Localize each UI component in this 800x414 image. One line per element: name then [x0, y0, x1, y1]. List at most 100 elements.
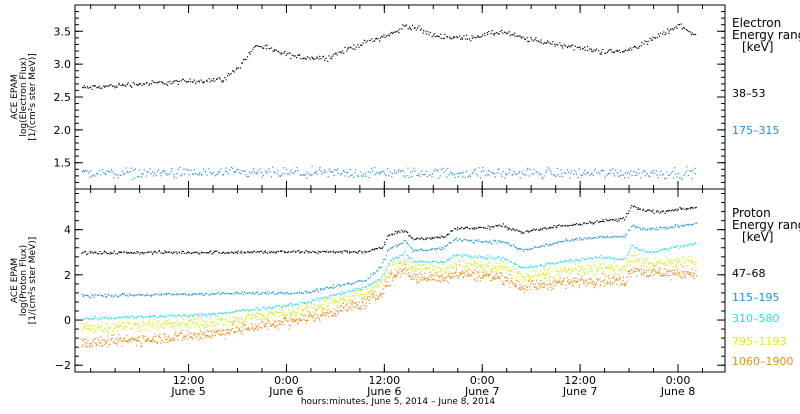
data-point — [346, 303, 348, 305]
data-point — [413, 265, 415, 267]
data-point — [657, 33, 660, 35]
data-point — [611, 51, 613, 53]
data-point — [107, 329, 109, 331]
data-point — [122, 170, 124, 172]
data-point — [212, 325, 215, 327]
data-point — [329, 310, 332, 312]
data-point — [307, 300, 309, 303]
data-point — [410, 236, 412, 239]
data-point — [313, 319, 315, 322]
data-point — [425, 266, 428, 268]
data-point — [465, 271, 467, 273]
data-point — [421, 237, 423, 239]
data-point — [347, 296, 350, 298]
data-point — [177, 322, 179, 324]
data-point — [557, 274, 559, 277]
data-point — [355, 287, 357, 290]
data-point — [406, 258, 408, 261]
data-point — [690, 206, 692, 209]
data-point — [651, 252, 654, 254]
data-point — [344, 284, 346, 286]
data-point — [271, 313, 273, 315]
data-point — [249, 309, 251, 311]
data-point — [192, 321, 194, 323]
data-point — [486, 227, 488, 230]
data-point — [186, 338, 188, 341]
data-point — [262, 47, 264, 49]
data-point — [293, 320, 296, 322]
data-point — [548, 227, 550, 230]
data-point — [508, 31, 510, 33]
data-point — [246, 328, 248, 330]
data-point — [448, 275, 451, 277]
data-point — [411, 248, 413, 250]
data-point — [601, 256, 603, 259]
data-point — [216, 315, 218, 317]
series-310-580-points — [81, 242, 697, 321]
data-point — [244, 170, 246, 172]
data-point — [454, 238, 457, 240]
data-point — [331, 55, 333, 57]
data-point — [542, 245, 544, 247]
data-point — [82, 318, 84, 320]
data-point — [497, 240, 499, 242]
data-point — [516, 275, 518, 278]
data-point — [560, 240, 562, 243]
data-point — [426, 176, 429, 178]
data-point — [455, 237, 458, 239]
data-point — [245, 174, 247, 176]
data-point — [689, 273, 691, 275]
data-point — [388, 35, 391, 37]
data-point — [529, 248, 532, 250]
data-point — [416, 282, 418, 284]
data-point — [442, 273, 444, 275]
data-point — [109, 318, 111, 320]
data-point — [576, 280, 578, 282]
data-point — [235, 331, 237, 333]
data-point — [492, 276, 495, 278]
data-point — [231, 321, 233, 323]
data-point — [180, 252, 183, 254]
data-point — [407, 167, 409, 169]
data-point — [349, 46, 351, 48]
data-point — [574, 263, 576, 265]
data-point — [681, 245, 684, 247]
data-point — [315, 309, 318, 312]
data-point — [394, 269, 396, 271]
data-point — [248, 310, 250, 312]
data-point — [675, 258, 677, 260]
data-point — [94, 85, 96, 87]
data-point — [425, 261, 427, 263]
data-point — [232, 70, 234, 72]
data-point — [488, 262, 490, 264]
data-point — [452, 275, 454, 278]
data-point — [340, 299, 342, 301]
data-point — [521, 281, 524, 283]
data-point — [515, 277, 517, 279]
data-point — [348, 291, 350, 293]
data-point — [612, 237, 615, 239]
data-point — [309, 292, 311, 294]
data-point — [589, 268, 591, 270]
data-point — [671, 226, 673, 228]
data-point — [327, 305, 330, 307]
data-point — [324, 287, 326, 290]
data-point — [416, 250, 418, 252]
data-point — [371, 283, 373, 285]
data-point — [668, 32, 670, 34]
data-point — [203, 332, 206, 334]
data-point — [131, 86, 133, 89]
data-point — [681, 179, 683, 181]
data-point — [433, 170, 435, 172]
data-point — [509, 267, 511, 269]
data-point — [585, 258, 588, 260]
data-point — [384, 278, 386, 280]
data-point — [84, 250, 87, 252]
data-point — [277, 170, 279, 172]
data-point — [168, 335, 170, 337]
data-point — [628, 269, 630, 272]
data-point — [411, 170, 414, 172]
data-point — [554, 175, 556, 177]
data-point — [526, 249, 528, 251]
data-point — [529, 276, 532, 278]
